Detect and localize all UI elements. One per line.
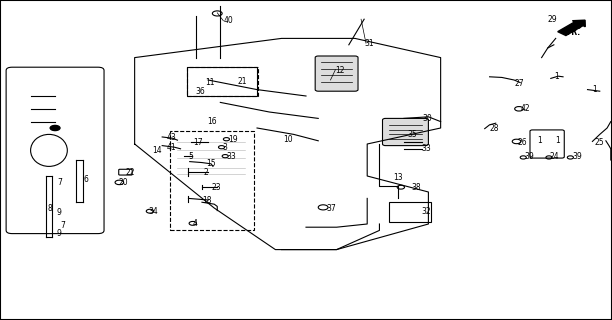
Text: 15: 15: [206, 159, 216, 168]
Text: 3: 3: [222, 143, 227, 152]
Bar: [187, 67, 258, 96]
Text: 9: 9: [57, 208, 62, 217]
Text: 7: 7: [60, 221, 65, 230]
Text: 14: 14: [152, 146, 162, 155]
Text: 41: 41: [166, 143, 176, 152]
Text: 1: 1: [554, 72, 559, 81]
Text: 26: 26: [517, 138, 527, 147]
Text: 29: 29: [548, 15, 558, 24]
Text: 1: 1: [592, 85, 597, 94]
Text: 39: 39: [572, 152, 582, 161]
Bar: [187, 67, 257, 96]
Text: 24: 24: [550, 152, 559, 161]
Text: 31: 31: [364, 39, 374, 48]
Text: 38: 38: [411, 183, 421, 192]
Text: 35: 35: [407, 130, 417, 139]
Text: 4: 4: [193, 220, 198, 228]
Bar: [170, 131, 254, 230]
Text: 11: 11: [206, 78, 215, 87]
Text: 18: 18: [202, 196, 212, 204]
Text: 6: 6: [84, 175, 89, 184]
Text: 32: 32: [421, 207, 431, 216]
Text: 23: 23: [211, 183, 221, 192]
Text: 5: 5: [188, 152, 193, 161]
Text: 9: 9: [57, 229, 62, 238]
Text: 33: 33: [226, 152, 236, 161]
Text: 39: 39: [524, 152, 534, 161]
Circle shape: [50, 125, 60, 131]
Text: 20: 20: [119, 178, 129, 187]
Text: 34: 34: [148, 207, 158, 216]
FancyArrow shape: [558, 20, 585, 36]
Text: 27: 27: [514, 79, 524, 88]
Text: 12: 12: [335, 66, 345, 75]
FancyBboxPatch shape: [315, 56, 358, 91]
Text: 1: 1: [556, 136, 561, 145]
Text: 1: 1: [537, 136, 542, 145]
Text: 7: 7: [58, 178, 62, 187]
Text: 37: 37: [326, 204, 336, 212]
Text: 42: 42: [520, 104, 530, 113]
Text: 40: 40: [223, 16, 233, 25]
Text: 21: 21: [237, 77, 247, 86]
FancyBboxPatch shape: [382, 118, 428, 146]
Text: 22: 22: [125, 168, 135, 177]
Bar: [389, 202, 431, 222]
Text: 17: 17: [193, 138, 203, 147]
Text: 16: 16: [207, 117, 217, 126]
Text: 8: 8: [48, 204, 53, 212]
Text: 13: 13: [394, 173, 403, 182]
Text: 43: 43: [167, 133, 177, 142]
Text: 30: 30: [422, 114, 432, 123]
Text: FR.: FR.: [566, 28, 580, 36]
Text: 33: 33: [421, 144, 431, 153]
Text: 28: 28: [490, 124, 499, 132]
Text: 36: 36: [196, 87, 206, 96]
Text: 2: 2: [204, 168, 209, 177]
Text: 25: 25: [595, 138, 605, 147]
Text: 19: 19: [228, 135, 238, 144]
Text: 10: 10: [283, 135, 293, 144]
